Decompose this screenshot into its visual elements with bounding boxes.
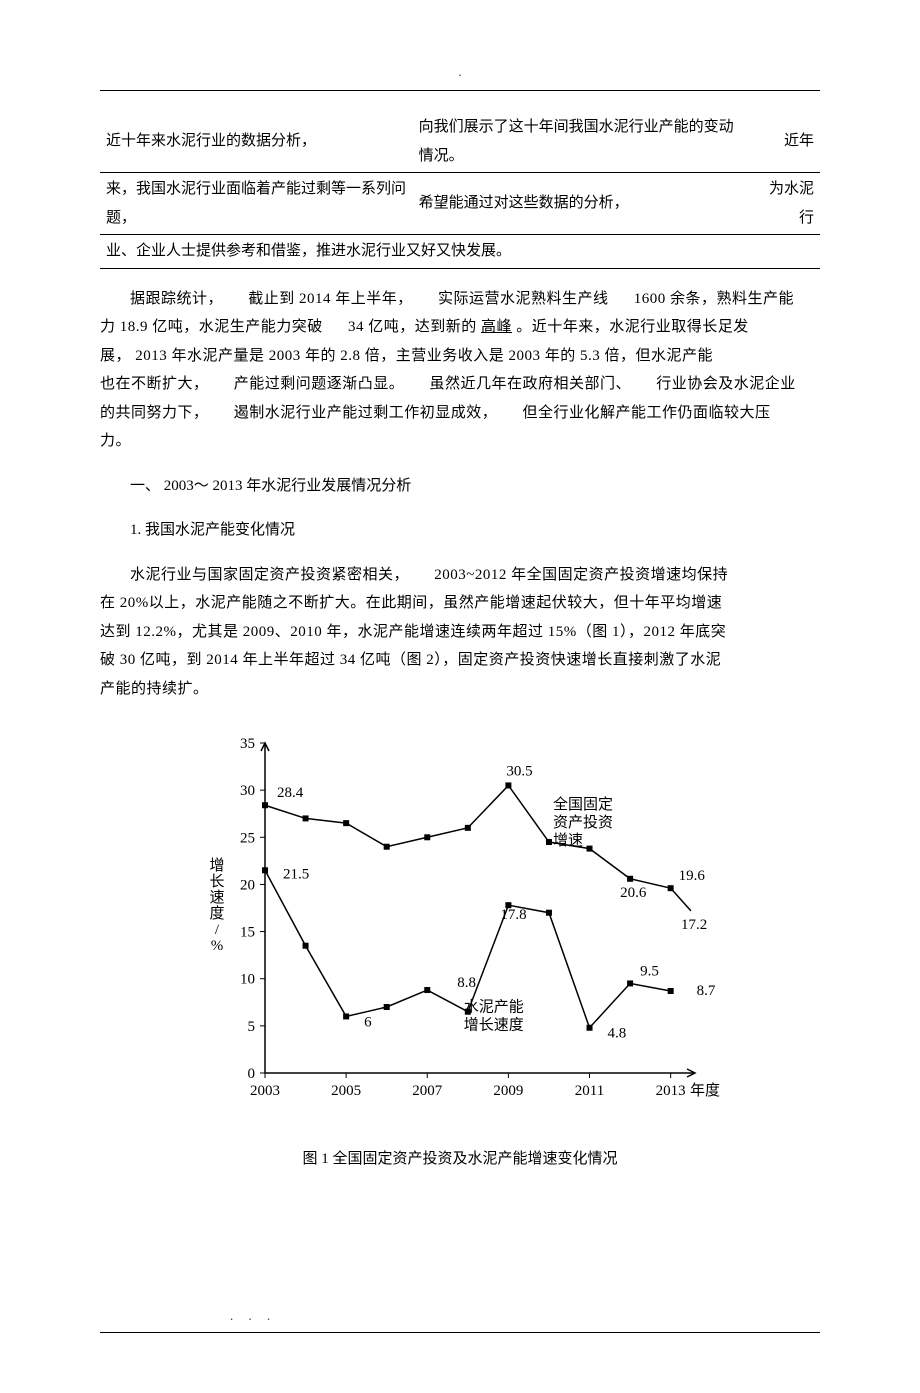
- svg-text:17.2: 17.2: [681, 917, 707, 933]
- svg-text:增长速度/%: 增长速度/%: [209, 857, 224, 954]
- svg-text:17.8: 17.8: [500, 907, 526, 923]
- text: 34 亿吨，达到新的: [348, 319, 481, 335]
- svg-text:35: 35: [240, 736, 255, 752]
- paragraph: 据跟踪统计， 截止到 2014 年上半年， 实际运营水泥熟料生产线 1600 余…: [100, 285, 820, 456]
- intro-table-wrap: 近十年来水泥行业的数据分析， 向我们展示了这十年间我国水泥行业产能的变动情况。 …: [100, 111, 820, 269]
- page-footer-mark: . . .: [230, 1304, 820, 1329]
- text: 据跟踪统计，: [130, 291, 223, 307]
- svg-text:资产投资: 资产投资: [553, 814, 613, 831]
- cell: 近十年来水泥行业的数据分析，: [100, 111, 413, 173]
- text: 的共同努力下，: [100, 405, 209, 421]
- text: 实际运营水泥熟料生产线: [438, 291, 609, 307]
- svg-text:水泥产能: 水泥产能: [464, 999, 524, 1016]
- svg-text:28.4: 28.4: [277, 785, 304, 801]
- svg-text:20: 20: [240, 877, 255, 893]
- svg-text:2013: 2013: [656, 1083, 686, 1099]
- text: 行业协会及水泥企业: [656, 376, 796, 392]
- page-header-mark: .: [458, 60, 461, 85]
- text: 产能过剩问题逐渐凸显。: [234, 376, 405, 392]
- svg-text:全国固定: 全国固定: [553, 795, 613, 813]
- svg-text:2007: 2007: [412, 1083, 443, 1099]
- cell: 业、企业人士提供参考和借鉴，推进水泥行业又好又快发展。: [100, 235, 820, 269]
- svg-text:19.6: 19.6: [679, 868, 706, 884]
- svg-text:15: 15: [240, 925, 255, 941]
- section-heading: 一、 2003～ 2013 年水泥行业发展情况分析: [100, 472, 820, 501]
- text: 力 18.9 亿吨，水泥生产能力突破: [100, 319, 323, 335]
- cell: 近年: [752, 111, 820, 173]
- svg-text:25: 25: [240, 830, 255, 846]
- text: 1600 余条，熟料生产能: [634, 291, 794, 307]
- line-chart: 0 5 10 15 20 25 30 35 2003 2005 2007 2009 2011 2013年度…: [195, 723, 725, 1123]
- table-row: 近十年来水泥行业的数据分析， 向我们展示了这十年间我国水泥行业产能的变动情况。 …: [100, 111, 820, 173]
- svg-text:8.7: 8.7: [697, 983, 716, 999]
- svg-text:年度: 年度: [690, 1082, 720, 1099]
- table-row: 来，我国水泥行业面临着产能过剩等一系列问题， 希望能通过对这些数据的分析， 为水…: [100, 173, 820, 235]
- svg-text:30.5: 30.5: [506, 763, 532, 779]
- text: 但全行业化解产能工作仍面临较大压: [523, 405, 771, 421]
- svg-text:增速: 增速: [553, 832, 583, 849]
- chart-figure-1: 0 5 10 15 20 25 30 35 2003 2005 2007 2009 2011 2013年度…: [195, 723, 725, 1123]
- svg-text:20.6: 20.6: [620, 885, 647, 901]
- cell: 为水泥行: [752, 173, 820, 235]
- svg-text:2003: 2003: [250, 1083, 280, 1099]
- text: 水泥行业与国家固定资产投资紧密相关，: [130, 567, 409, 583]
- text: 达到 12.2%，尤其是 2009、2010 年，水泥产能增速连续两年超过 15…: [100, 618, 726, 647]
- cell: 来，我国水泥行业面临着产能过剩等一系列问题，: [100, 173, 413, 235]
- cell: 向我们展示了这十年间我国水泥行业产能的变动情况。: [413, 111, 753, 173]
- cell: 希望能通过对这些数据的分析，: [413, 173, 753, 235]
- svg-text:0: 0: [248, 1066, 256, 1082]
- footer-rule: [100, 1332, 820, 1333]
- text: 虽然近几年在政府相关部门、: [430, 376, 632, 392]
- svg-text:5: 5: [248, 1019, 256, 1035]
- text-underlined: 高峰: [481, 319, 512, 335]
- text: 。近十年来，水泥行业取得长足发: [516, 319, 749, 335]
- svg-text:4.8: 4.8: [608, 1026, 627, 1042]
- svg-text:6: 6: [364, 1014, 372, 1030]
- paragraph: 水泥行业与国家固定资产投资紧密相关， 2003~2012 年全国固定资产投资增速…: [100, 561, 820, 704]
- svg-text:2011: 2011: [575, 1083, 604, 1099]
- subsection-heading: 1. 我国水泥产能变化情况: [100, 516, 820, 545]
- text: 截止到 2014 年上半年，: [248, 291, 413, 307]
- text: 力。: [100, 427, 131, 456]
- text: 2003~2012 年全国固定资产投资增速均保持: [434, 567, 728, 583]
- text: 遏制水泥行业产能过剩工作初显成效，: [234, 405, 498, 421]
- text: 破 30 亿吨，到 2014 年上半年超过 34 亿吨（图 2），固定资产投资快…: [100, 646, 721, 675]
- text: 在 20%以上，水泥产能随之不断扩大。在此期间，虽然产能增速起伏较大，但十年平均…: [100, 589, 722, 618]
- svg-text:21.5: 21.5: [283, 866, 309, 882]
- svg-text:9.5: 9.5: [640, 963, 659, 979]
- svg-text:2005: 2005: [331, 1083, 361, 1099]
- svg-text:2009: 2009: [493, 1083, 523, 1099]
- text: 展， 2013 年水泥产量是 2003 年的 2.8 倍，主营业务收入是 200…: [100, 342, 713, 371]
- intro-table: 近十年来水泥行业的数据分析， 向我们展示了这十年间我国水泥行业产能的变动情况。 …: [100, 111, 820, 269]
- svg-text:增长速度: 增长速度: [464, 1017, 524, 1034]
- text: 产能的持续扩。: [100, 675, 209, 704]
- figure-caption: 图 1 全国固定资产投资及水泥产能增速变化情况: [100, 1145, 820, 1174]
- svg-text:8.8: 8.8: [457, 975, 476, 991]
- svg-text:30: 30: [240, 783, 255, 799]
- text: 也在不断扩大，: [100, 376, 209, 392]
- table-row: 业、企业人士提供参考和借鉴，推进水泥行业又好又快发展。: [100, 235, 820, 269]
- header-rule: [100, 90, 820, 91]
- svg-text:10: 10: [240, 972, 255, 988]
